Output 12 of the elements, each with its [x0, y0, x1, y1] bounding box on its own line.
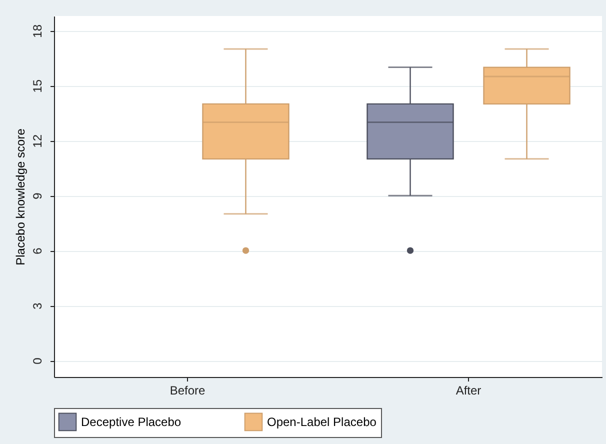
y-axis-title: Placebo knowledge score [14, 128, 28, 266]
y-tick-label: 0 [30, 357, 44, 364]
legend-label: Deceptive Placebo [81, 414, 182, 429]
y-tick-label: 9 [30, 192, 44, 200]
y-tick-label: 18 [30, 24, 44, 38]
y-tick-label: 12 [30, 134, 44, 148]
x-tick-label: After [456, 384, 482, 398]
y-tick-label: 3 [30, 302, 44, 310]
x-tick-label: Before [170, 384, 206, 398]
y-tick-label: 6 [30, 247, 44, 254]
legend-label: Open-Label Placebo [267, 414, 377, 429]
y-tick-label: 15 [30, 79, 44, 93]
